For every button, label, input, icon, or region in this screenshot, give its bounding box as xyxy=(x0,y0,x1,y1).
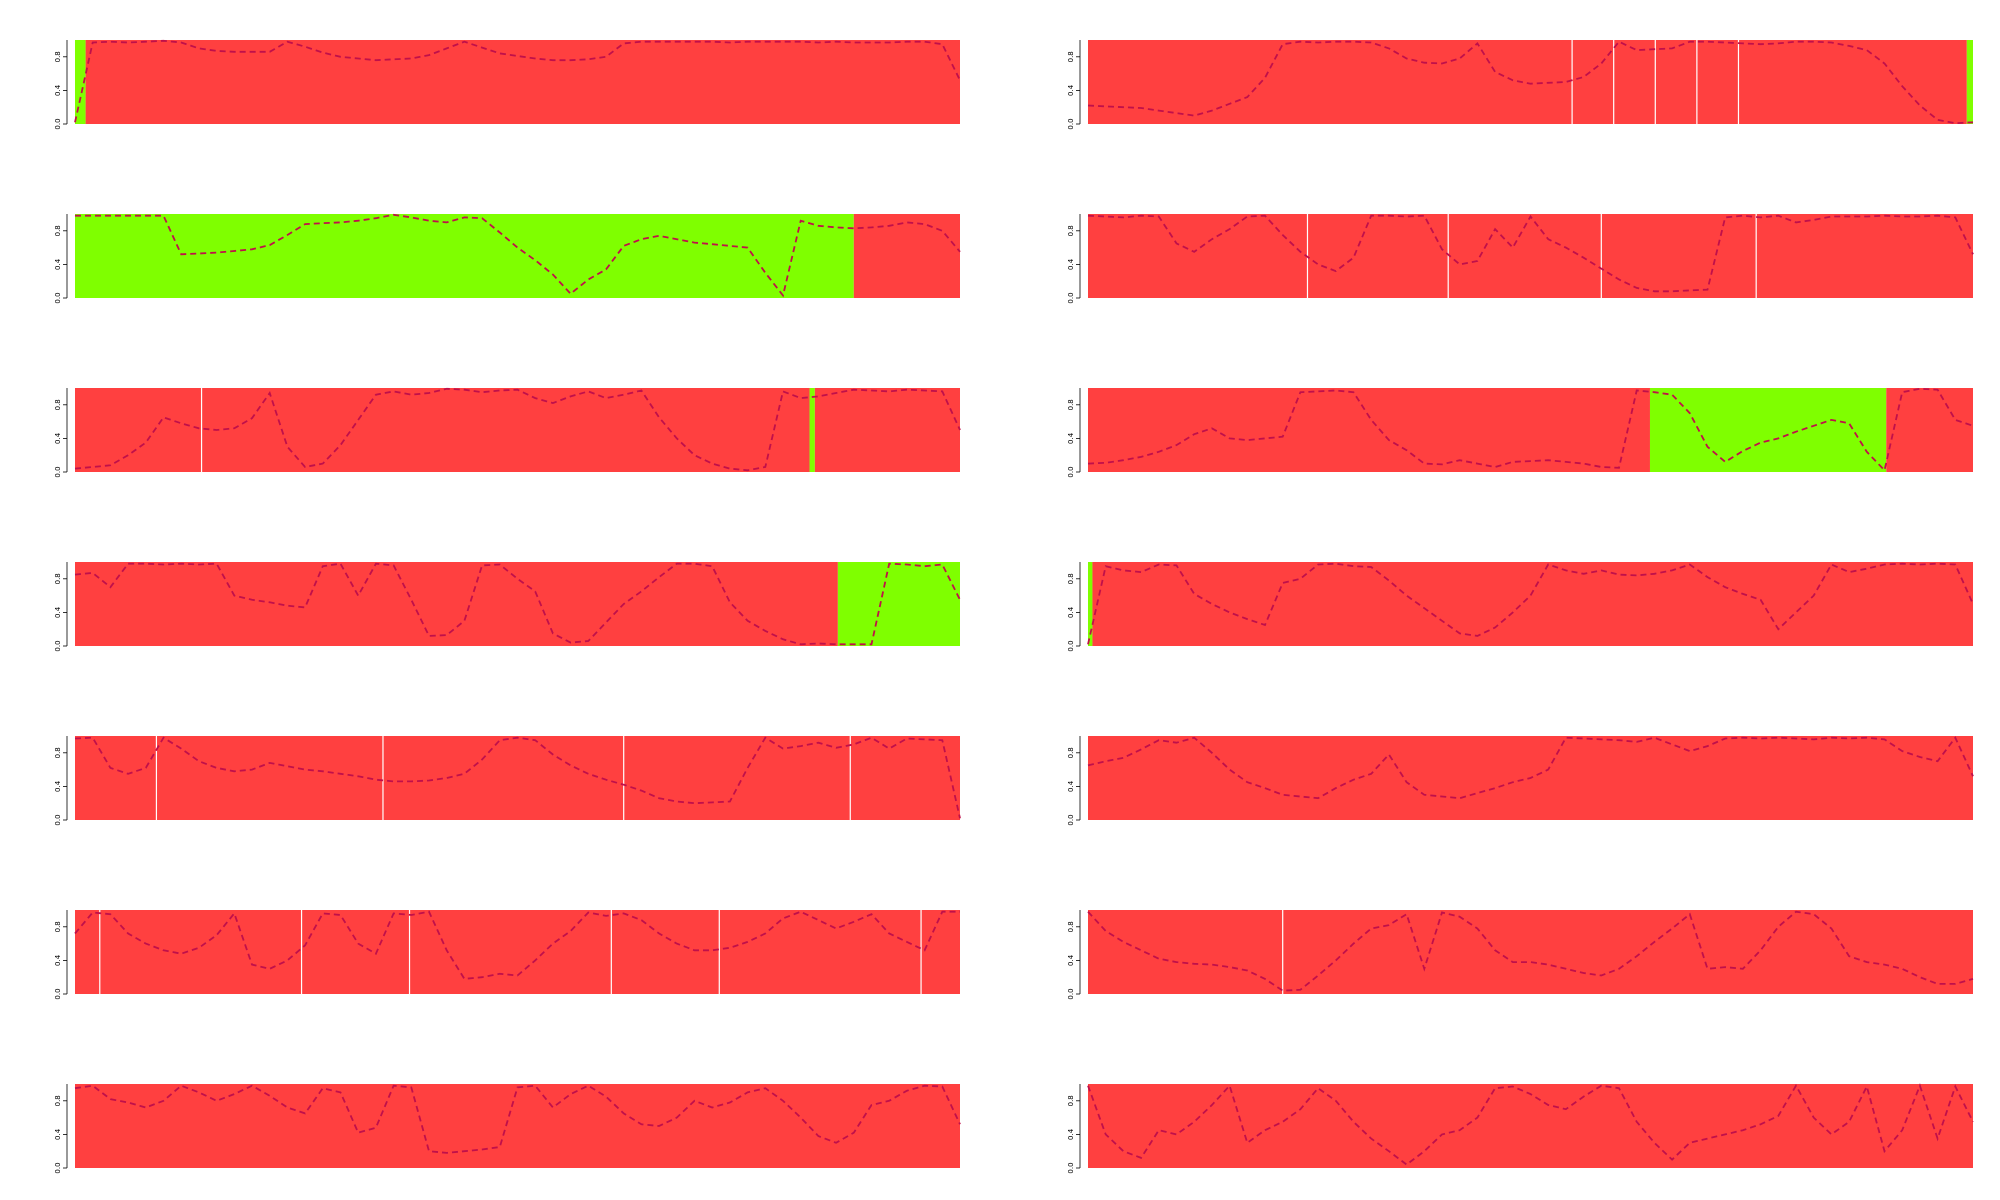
y-tick-label: 0.0 xyxy=(1067,640,1075,651)
y-tick-label: 0.4 xyxy=(1067,954,1075,966)
y-tick-label: 0.0 xyxy=(1067,988,1075,999)
panel-8: 0.0 0.4 0.8 xyxy=(1067,562,1974,652)
y-tick-label: 0.0 xyxy=(1067,118,1075,129)
y-tick-label: 0.8 xyxy=(1067,921,1075,932)
state-segment-2 xyxy=(1307,214,1449,298)
y-tick-label: 0.0 xyxy=(1067,1162,1075,1173)
panel-5: 0.0 0.4 0.8 xyxy=(54,387,961,478)
probability-line xyxy=(74,736,961,819)
y-tick-label: 0.0 xyxy=(54,640,62,651)
y-tick-label: 0.4 xyxy=(1067,780,1075,792)
y-tick-label: 0.8 xyxy=(1067,225,1075,236)
y-tick-label: 0.0 xyxy=(54,466,62,477)
panel-13: 0.0 0.4 0.8 xyxy=(54,1084,961,1174)
state-segment-2 xyxy=(837,562,960,646)
panel-1: 0.0 0.4 0.8 xyxy=(54,39,961,130)
y-tick-label: 0.0 xyxy=(54,814,62,825)
y-tick-label: 0.4 xyxy=(54,954,62,966)
y-tick-label: 0.4 xyxy=(54,432,62,444)
state-segment-1 xyxy=(1088,910,1973,994)
probability-line xyxy=(1087,1083,1974,1166)
y-tick-label: 0.0 xyxy=(54,118,62,129)
y-tick-label: 0.0 xyxy=(54,292,62,303)
y-tick-label: 0.0 xyxy=(54,988,62,999)
probability-line xyxy=(1087,387,1974,473)
probability-line xyxy=(74,1084,961,1154)
panel-14: 0.0 0.4 0.8 xyxy=(1067,1083,1974,1174)
probability-line xyxy=(74,910,960,980)
y-tick-label: 0.4 xyxy=(1067,432,1075,444)
y-tick-label: 0.8 xyxy=(54,1095,62,1106)
state-segment-3 xyxy=(814,388,960,472)
state-segment-2 xyxy=(809,388,815,472)
state-segment-1 xyxy=(75,910,960,994)
y-tick-label: 0.8 xyxy=(54,225,62,236)
y-tick-label: 0.8 xyxy=(54,51,62,62)
y-tick-label: 0.4 xyxy=(1067,258,1075,270)
state-segment-2 xyxy=(85,40,961,124)
y-tick-label: 0.8 xyxy=(1067,747,1075,758)
state-segment-1 xyxy=(75,1084,960,1168)
y-tick-label: 0.4 xyxy=(1067,84,1075,96)
state-segment-1 xyxy=(75,562,838,646)
probability-line xyxy=(75,213,961,298)
probability-line xyxy=(74,39,961,123)
state-segment-5 xyxy=(1756,214,1973,298)
state-segment-1 xyxy=(1088,1084,1973,1168)
probability-line xyxy=(74,387,961,472)
state-segment-1 xyxy=(1088,40,1967,124)
panel-12: 0.0 0.4 0.8 xyxy=(1067,910,1974,1000)
y-tick-label: 0.0 xyxy=(1067,466,1075,477)
y-tick-label: 0.8 xyxy=(54,921,62,932)
state-segment-1 xyxy=(75,388,810,472)
y-tick-label: 0.0 xyxy=(1067,292,1075,303)
state-segment-2 xyxy=(1966,40,1973,124)
y-tick-label: 0.4 xyxy=(1067,606,1075,618)
state-segment-1 xyxy=(1088,562,1093,646)
y-tick-label: 0.8 xyxy=(54,747,62,758)
state-segment-1 xyxy=(1088,388,1650,472)
state-segment-3 xyxy=(1886,388,1973,472)
probability-line xyxy=(74,562,961,646)
y-tick-label: 0.4 xyxy=(54,84,62,96)
y-tick-label: 0.8 xyxy=(1067,51,1075,62)
probability-line xyxy=(1087,910,1974,992)
panel-9: 0.0 0.4 0.8 xyxy=(54,736,961,826)
state-segment-2 xyxy=(1649,388,1887,472)
y-tick-label: 0.0 xyxy=(1067,814,1075,825)
state-segment-1 xyxy=(75,214,854,298)
panel-11: 0.0 0.4 0.8 xyxy=(54,910,960,1000)
y-tick-label: 0.8 xyxy=(1067,573,1075,584)
probability-line xyxy=(1087,735,1974,800)
panel-3: 0.0 0.4 0.8 xyxy=(54,213,961,304)
state-segment-1 xyxy=(1088,214,1308,298)
state-segment-2 xyxy=(1092,562,1973,646)
y-tick-label: 0.4 xyxy=(54,258,62,270)
panel-7: 0.0 0.4 0.8 xyxy=(54,562,961,652)
y-tick-label: 0.4 xyxy=(1067,1128,1075,1140)
y-tick-label: 0.8 xyxy=(54,573,62,584)
panel-4: 0.0 0.4 0.8 xyxy=(1067,214,1974,304)
y-tick-label: 0.4 xyxy=(54,780,62,792)
state-segment-1 xyxy=(75,40,86,124)
probability-line xyxy=(1087,40,1974,125)
y-tick-label: 0.8 xyxy=(54,399,62,410)
y-tick-label: 0.8 xyxy=(1067,399,1075,410)
panel-6: 0.0 0.4 0.8 xyxy=(1067,387,1974,478)
state-segment-1 xyxy=(75,736,960,820)
y-tick-label: 0.8 xyxy=(1067,1095,1075,1106)
panel-2: 0.0 0.4 0.8 xyxy=(1067,40,1974,130)
y-tick-label: 0.4 xyxy=(54,1128,62,1140)
probability-line xyxy=(1087,562,1974,645)
probability-line xyxy=(1087,214,1974,293)
state-segment-4 xyxy=(1601,214,1757,298)
y-tick-label: 0.0 xyxy=(54,1162,62,1173)
y-tick-label: 0.4 xyxy=(54,606,62,618)
panel-10: 0.0 0.4 0.8 xyxy=(1067,735,1974,826)
